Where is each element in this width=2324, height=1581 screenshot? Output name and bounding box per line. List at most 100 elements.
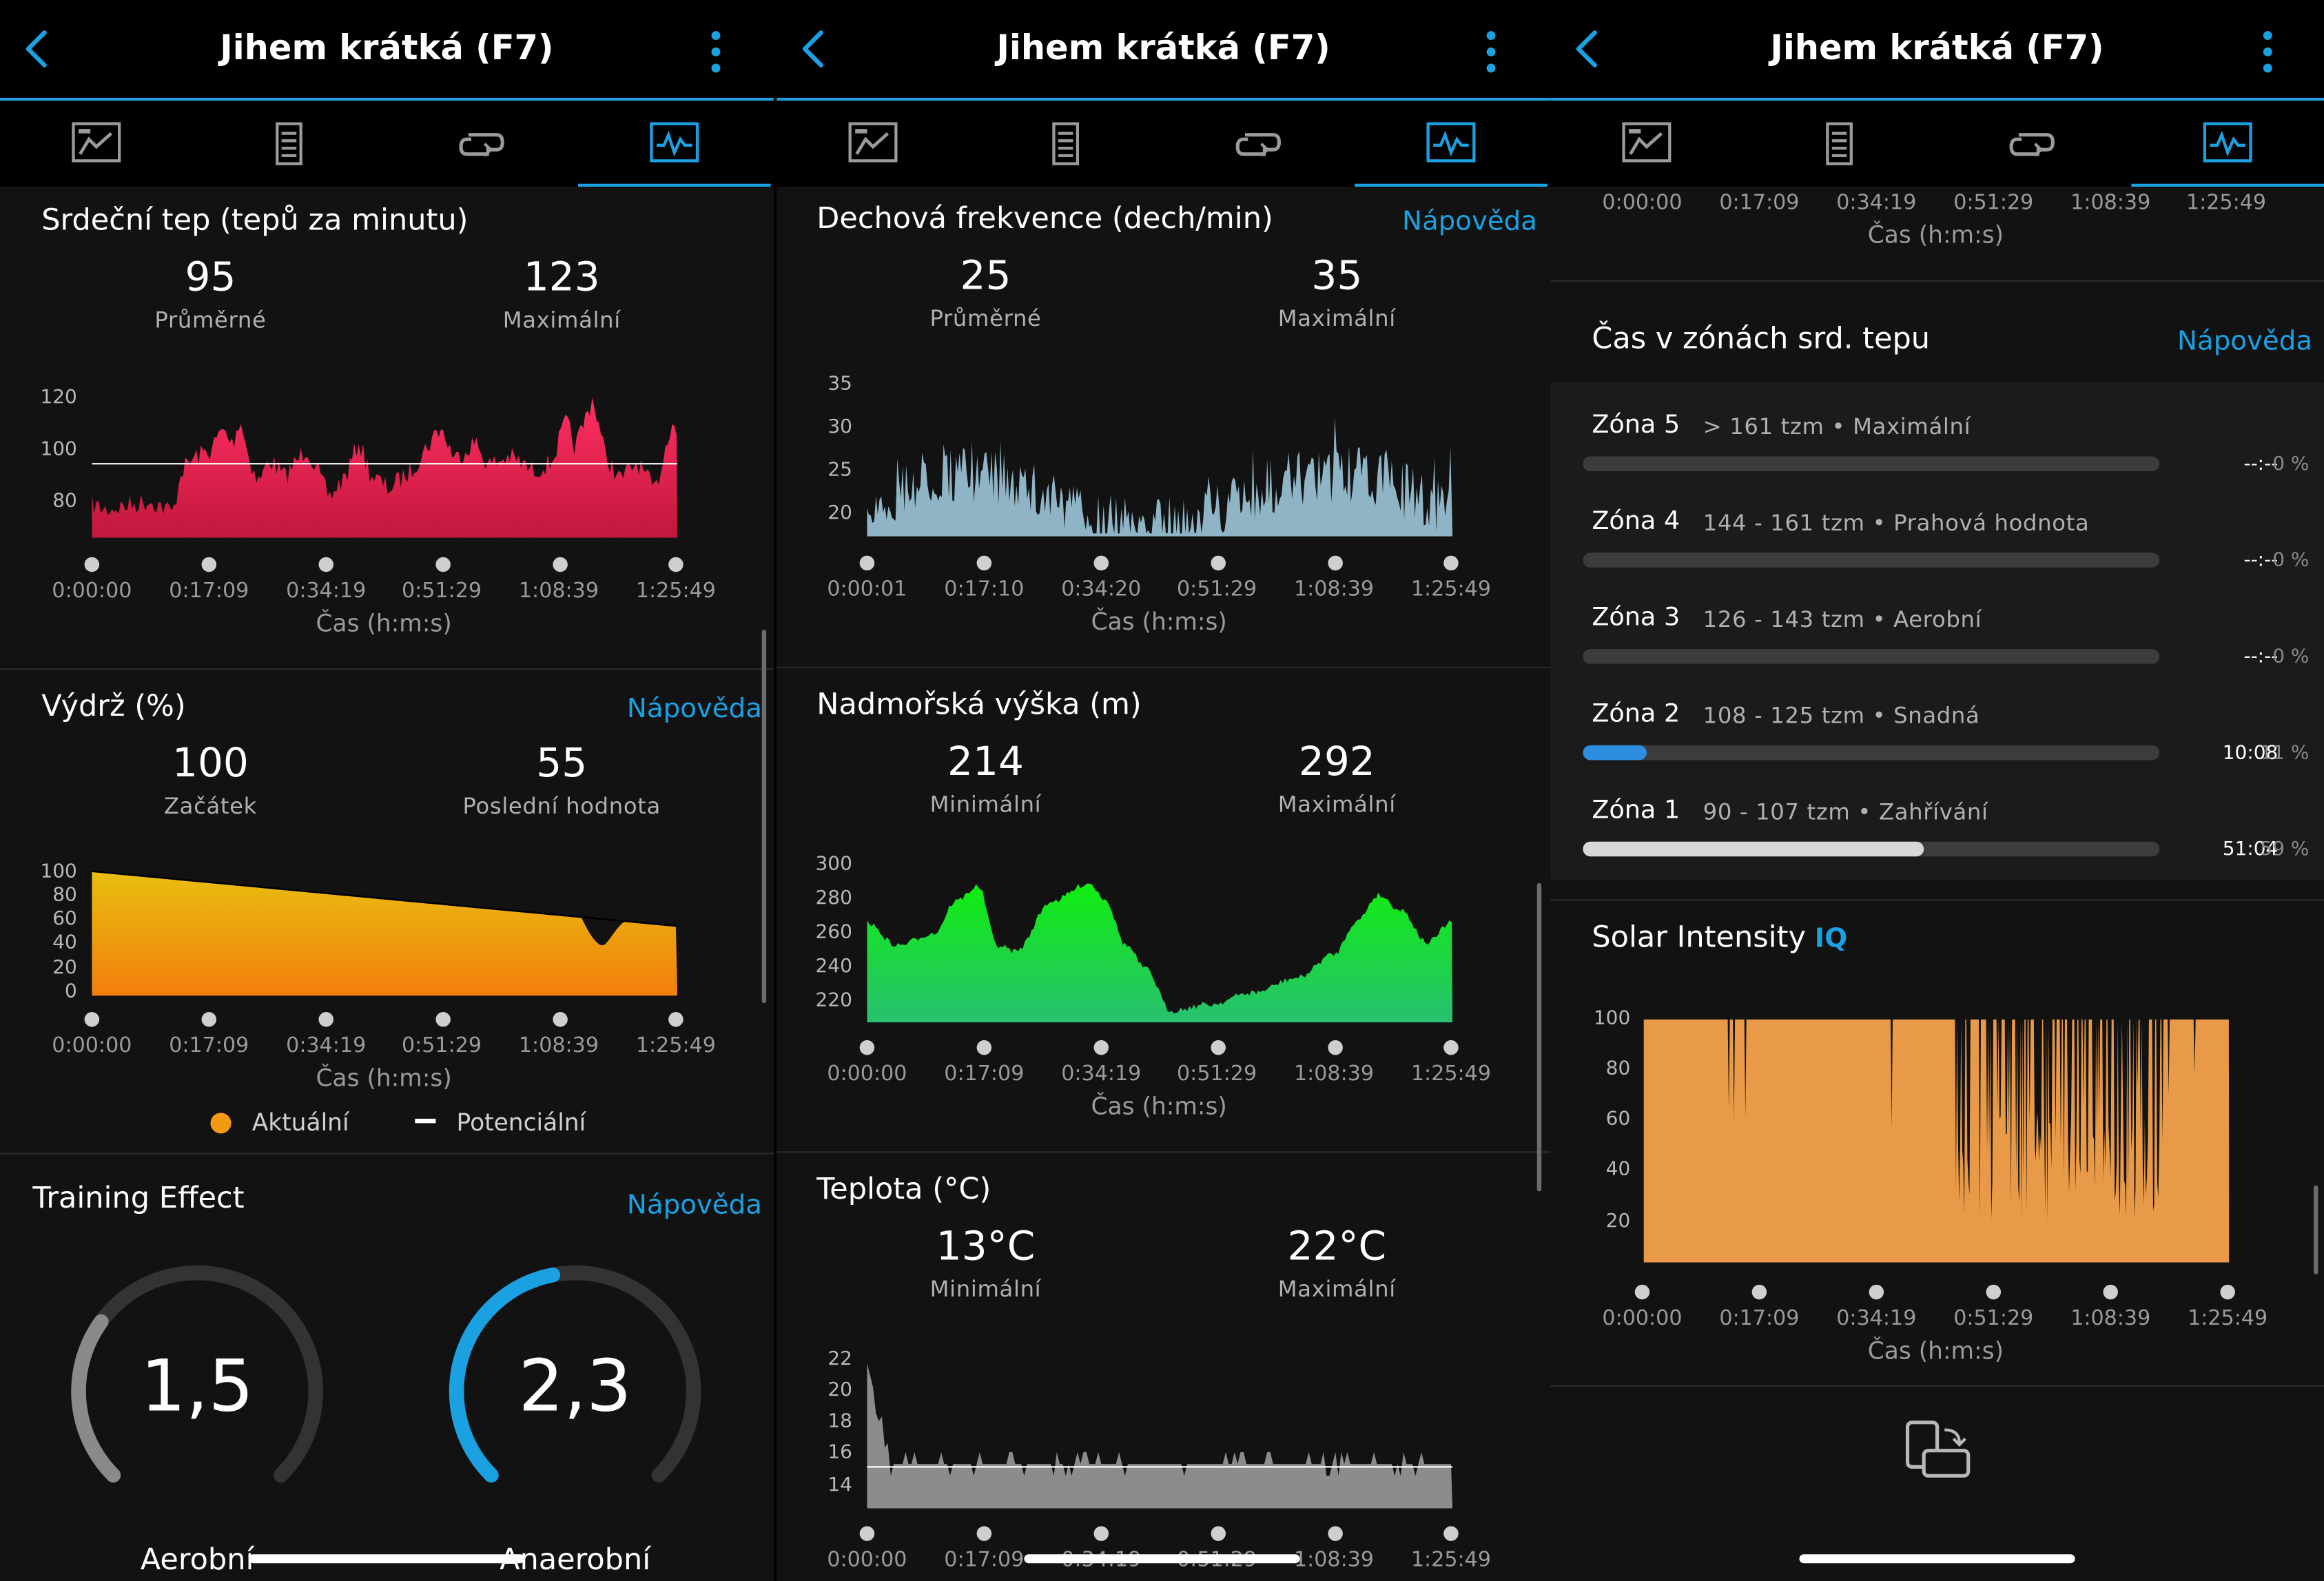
chevron-left-icon[interactable] (1565, 27, 1610, 72)
activity-graph-icon (2203, 122, 2252, 163)
temp-max-value: 22°C (1287, 1223, 1387, 1270)
chevron-left-icon[interactable] (15, 27, 60, 72)
tab-overview[interactable] (0, 101, 193, 187)
vertical-ellipsis-icon[interactable] (2261, 30, 2276, 74)
tab-charts[interactable] (577, 101, 771, 187)
x-tick-dot (1751, 1284, 1767, 1300)
x-axis-title: Čas (h:m:s) (1091, 607, 1227, 636)
respiration-chart (867, 417, 1453, 537)
x-tick-label: 0:34:19 (1836, 191, 1917, 215)
x-tick-label: 0:00:00 (827, 1062, 907, 1086)
home-indicator[interactable] (1024, 1554, 1300, 1564)
training-help-link[interactable]: Nápověda (626, 1190, 762, 1221)
y-tick: 20 (827, 1379, 852, 1402)
x-tick-dot (1443, 1526, 1459, 1541)
y-tick: 60 (1605, 1108, 1631, 1131)
x-tick-dot (435, 1012, 451, 1027)
x-tick-label: 0:51:29 (1953, 1307, 2034, 1331)
x-tick-dot (1093, 555, 1109, 571)
y-tick: 20 (52, 957, 77, 980)
temp-title: Teplota (°C) (816, 1170, 991, 1206)
tab-laps[interactable] (1935, 101, 2128, 187)
y-tick: 14 (827, 1474, 852, 1497)
y-tick: 80 (52, 490, 77, 513)
stamina-last-value: 55 (536, 741, 588, 787)
x-tick-label: 0:34:20 (1061, 577, 1142, 602)
elev-min-value: 214 (947, 739, 1024, 785)
zone-percent: 0 % (2272, 549, 2310, 572)
tab-overview[interactable] (1550, 101, 1743, 187)
aerobic-gauge (71, 1265, 323, 1483)
x-tick-label: 1:08:39 (1293, 577, 1375, 602)
zone-percent: 11 % (2260, 742, 2310, 765)
x-tick-label: 0:17:09 (169, 1034, 249, 1058)
tab-bar (777, 101, 1551, 187)
home-indicator[interactable] (249, 1554, 525, 1564)
y-tick: 100 (40, 860, 77, 883)
zone-time: --:-- (2243, 453, 2279, 476)
tab-details[interactable] (969, 101, 1162, 187)
zone-percent: 0 % (2272, 645, 2310, 669)
tab-laps[interactable] (1162, 101, 1355, 187)
elev-title: Nadmořská výška (m) (816, 685, 1142, 722)
resp-help-link[interactable]: Nápověda (1401, 205, 1538, 238)
x-tick-dot (668, 1012, 683, 1027)
zone-percent: 59 % (2260, 838, 2310, 861)
tab-bar (1550, 101, 2324, 187)
chevron-left-icon[interactable] (792, 27, 836, 72)
x-tick-dot (84, 1012, 100, 1027)
scrollbar[interactable] (1536, 882, 1542, 1192)
tab-charts[interactable] (2131, 101, 2324, 187)
divider (1550, 280, 2324, 282)
tab-charts[interactable] (1355, 101, 1547, 187)
zones-title: Čas v zónách srd. tepu (1592, 320, 1931, 356)
x-tick-label: 0:00:00 (52, 1034, 132, 1058)
x-tick-label: 0:00:01 (827, 577, 907, 602)
chart-card-icon (72, 122, 121, 163)
stamina-help-link[interactable]: Nápověda (626, 693, 762, 725)
page-title: Jihem krátká (F7) (1770, 30, 2104, 68)
x-tick-dot (668, 557, 683, 572)
tab-bar (0, 101, 774, 187)
activity-graph-icon (650, 122, 699, 163)
zone-name: Zóna 2 (1592, 699, 1680, 730)
y-tick: 20 (827, 502, 852, 525)
y-tick: 40 (52, 931, 77, 955)
document-list-icon (276, 122, 302, 165)
scrollbar[interactable] (761, 630, 767, 1004)
x-tick-label: 0:00:00 (1602, 191, 1683, 215)
scrollbar[interactable] (2313, 1185, 2318, 1274)
x-tick-dot (318, 1012, 334, 1027)
x-tick-dot (1986, 1284, 2002, 1300)
x-tick-label: 1:25:49 (635, 579, 716, 603)
zones-list: Zóna 5 > 161 tzm • Maximální --:-- 0 % Z… (1550, 382, 2324, 880)
zone-bar (1583, 456, 2160, 471)
x-tick-label: 0:00:00 (827, 1548, 907, 1573)
zone-percent: 0 % (2272, 453, 2310, 476)
x-tick-dot (1443, 1040, 1459, 1055)
zones-help-link[interactable]: Nápověda (2177, 326, 2313, 358)
tab-laps[interactable] (385, 101, 578, 187)
tab-overview[interactable] (777, 101, 969, 187)
screen-3: Jihem krátká (F7) 0:00:00 0:17:09 0:34:1… (1550, 0, 2324, 1581)
loop-icon (1235, 133, 1282, 157)
tab-details[interactable] (1743, 101, 1936, 187)
chart-card-icon (1622, 122, 1672, 163)
x-tick-dot (1443, 555, 1459, 571)
vertical-ellipsis-icon[interactable] (1483, 30, 1499, 74)
device-sync-icon[interactable] (1903, 1418, 1971, 1480)
y-tick: 100 (40, 438, 77, 461)
vertical-ellipsis-icon[interactable] (708, 30, 723, 74)
x-tick-dot (976, 1040, 992, 1055)
zone-bar (1583, 552, 2160, 568)
zone-bar (1583, 745, 2160, 761)
home-indicator[interactable] (1799, 1554, 2075, 1564)
page-title: Jihem krátká (F7) (996, 30, 1330, 68)
y-tick: 80 (52, 885, 77, 907)
x-tick-dot (1869, 1284, 1884, 1300)
x-tick-dot (84, 557, 100, 572)
tab-details[interactable] (193, 101, 386, 187)
x-tick-dot (1328, 1040, 1343, 1055)
zone-range: 126 - 143 tzm • Aerobní (1703, 606, 1982, 633)
x-tick-dot (1093, 1526, 1109, 1541)
